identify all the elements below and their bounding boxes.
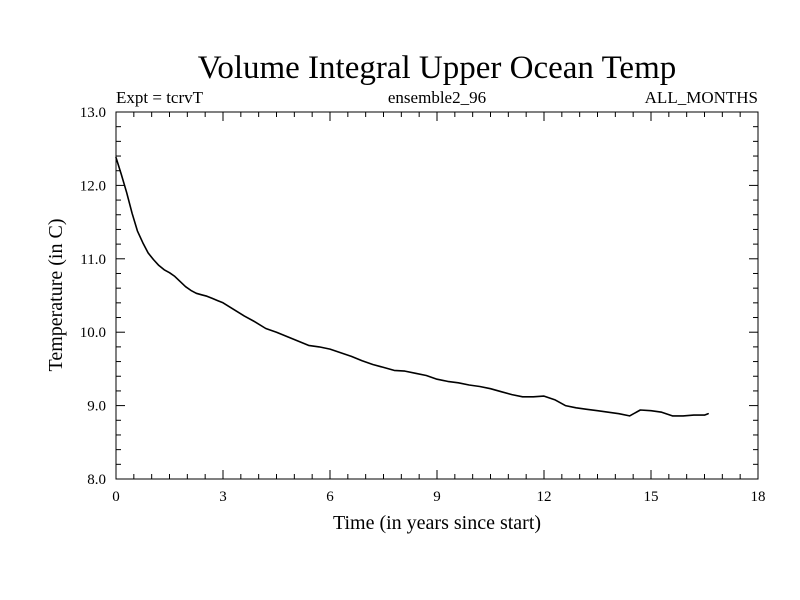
y-tick-label: 11.0 bbox=[80, 252, 106, 268]
x-tick-label: 12 bbox=[537, 489, 552, 505]
y-axis-tick-labels: 8.0 9.0 10.0 11.0 12.0 13.0 bbox=[80, 105, 106, 488]
x-tick-label: 3 bbox=[219, 489, 227, 505]
y-tick-label: 10.0 bbox=[80, 325, 106, 341]
subtitle-center: ensemble2_96 bbox=[388, 88, 486, 107]
x-tick-label: 9 bbox=[433, 489, 441, 505]
y-axis-ticks bbox=[116, 111, 758, 480]
y-axis-label: Temperature (in C) bbox=[45, 219, 67, 372]
x-tick-label: 15 bbox=[644, 489, 659, 505]
y-tick-label: 12.0 bbox=[80, 178, 106, 194]
subtitle-left: Expt = tcrvT bbox=[116, 88, 204, 107]
x-axis-label: Time (in years since start) bbox=[333, 512, 541, 534]
y-tick-label: 9.0 bbox=[87, 399, 106, 415]
plot-frame bbox=[115, 111, 759, 480]
y-tick-label: 8.0 bbox=[87, 472, 106, 488]
x-tick-label: 18 bbox=[751, 489, 766, 505]
x-tick-label: 6 bbox=[326, 489, 334, 505]
series-line bbox=[115, 156, 709, 417]
chart-title: Volume Integral Upper Ocean Temp bbox=[198, 50, 676, 86]
x-axis-tick-labels: 0 3 6 9 12 15 18 bbox=[112, 489, 765, 505]
y-tick-label: 13.0 bbox=[80, 105, 106, 121]
x-tick-label: 0 bbox=[112, 489, 120, 505]
x-axis-ticks bbox=[115, 112, 759, 479]
subtitle-right: ALL_MONTHS bbox=[645, 88, 758, 107]
